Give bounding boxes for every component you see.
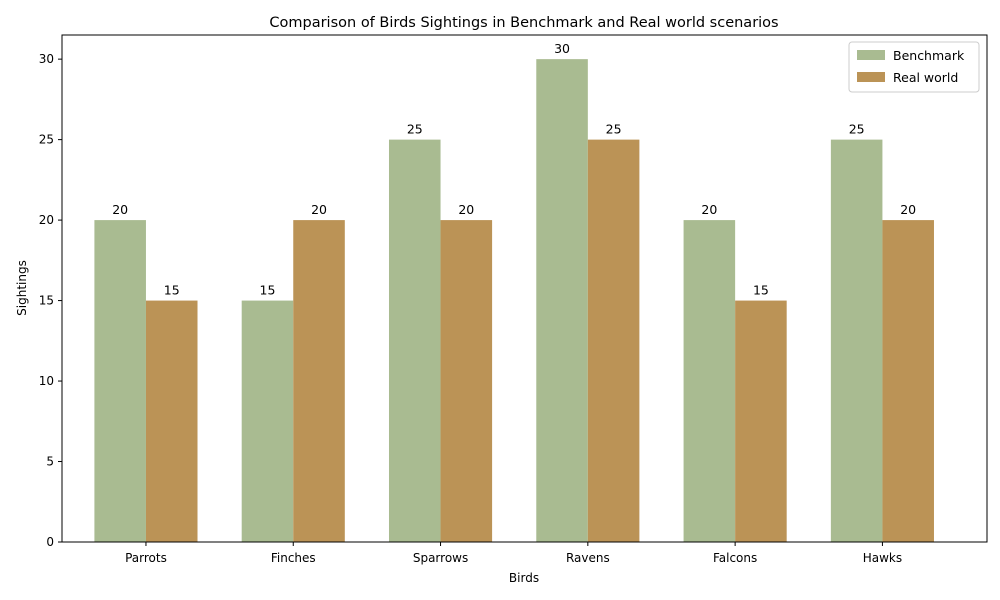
data-label: 15 [260, 283, 276, 298]
data-label: 20 [900, 202, 916, 217]
legend-swatch [857, 50, 885, 60]
legend: Benchmark Real world [848, 41, 980, 93]
bar-real-world-parrots [145, 300, 198, 542]
x-tick-label: Parrots [125, 551, 167, 565]
x-axis-label: Birds [509, 571, 539, 585]
legend-label: Benchmark [893, 48, 965, 63]
bars-layer [94, 59, 934, 543]
data-label: 20 [458, 202, 474, 217]
y-tick-label: 20 [39, 213, 54, 227]
y-tick-label: 0 [46, 535, 54, 549]
data-label: 25 [407, 122, 423, 137]
chart-title: Comparison of Birds Sightings in Benchma… [269, 15, 778, 31]
x-axis: Parrots Finches Sparrows Ravens Falcons Hawks [125, 542, 902, 565]
plot-frame [61, 34, 988, 543]
y-axis: 0 5 10 15 20 25 30 [39, 52, 62, 549]
data-label: 25 [849, 122, 865, 137]
data-label: 15 [753, 283, 769, 298]
bar-benchmark-falcons [683, 220, 736, 542]
y-tick-label: 10 [39, 374, 54, 388]
legend-swatch [857, 72, 885, 82]
x-tick-label: Ravens [566, 551, 610, 565]
bar-real-world-sparrows [440, 220, 493, 542]
data-labels-layer: 20 15 15 20 25 20 30 25 20 15 25 20 [112, 41, 916, 297]
data-label: 20 [112, 202, 128, 217]
x-tick-label: Hawks [863, 551, 902, 565]
bar-real-world-falcons [735, 300, 787, 542]
y-tick-label: 30 [39, 52, 54, 66]
data-label: 20 [701, 202, 717, 217]
bar-benchmark-sparrows [388, 139, 441, 542]
bar-benchmark-parrots [94, 220, 146, 542]
y-tick-label: 25 [39, 133, 54, 147]
data-label: 20 [311, 202, 327, 217]
y-axis-label: Sightings [15, 260, 29, 316]
data-label: 15 [164, 283, 180, 298]
bar-real-world-ravens [587, 139, 640, 542]
bar-benchmark-hawks [830, 139, 883, 542]
bar-real-world-hawks [882, 220, 934, 542]
bar-real-world-finches [293, 220, 345, 542]
data-label: 30 [554, 41, 570, 56]
bar-benchmark-finches [241, 300, 294, 542]
legend-label: Real world [893, 70, 958, 85]
x-tick-label: Sparrows [413, 551, 468, 565]
x-tick-label: Falcons [713, 551, 757, 565]
data-label: 25 [606, 122, 622, 137]
x-tick-label: Finches [271, 551, 316, 565]
y-tick-label: 15 [39, 294, 54, 308]
bar-benchmark-ravens [536, 59, 588, 543]
y-tick-label: 5 [46, 455, 54, 469]
